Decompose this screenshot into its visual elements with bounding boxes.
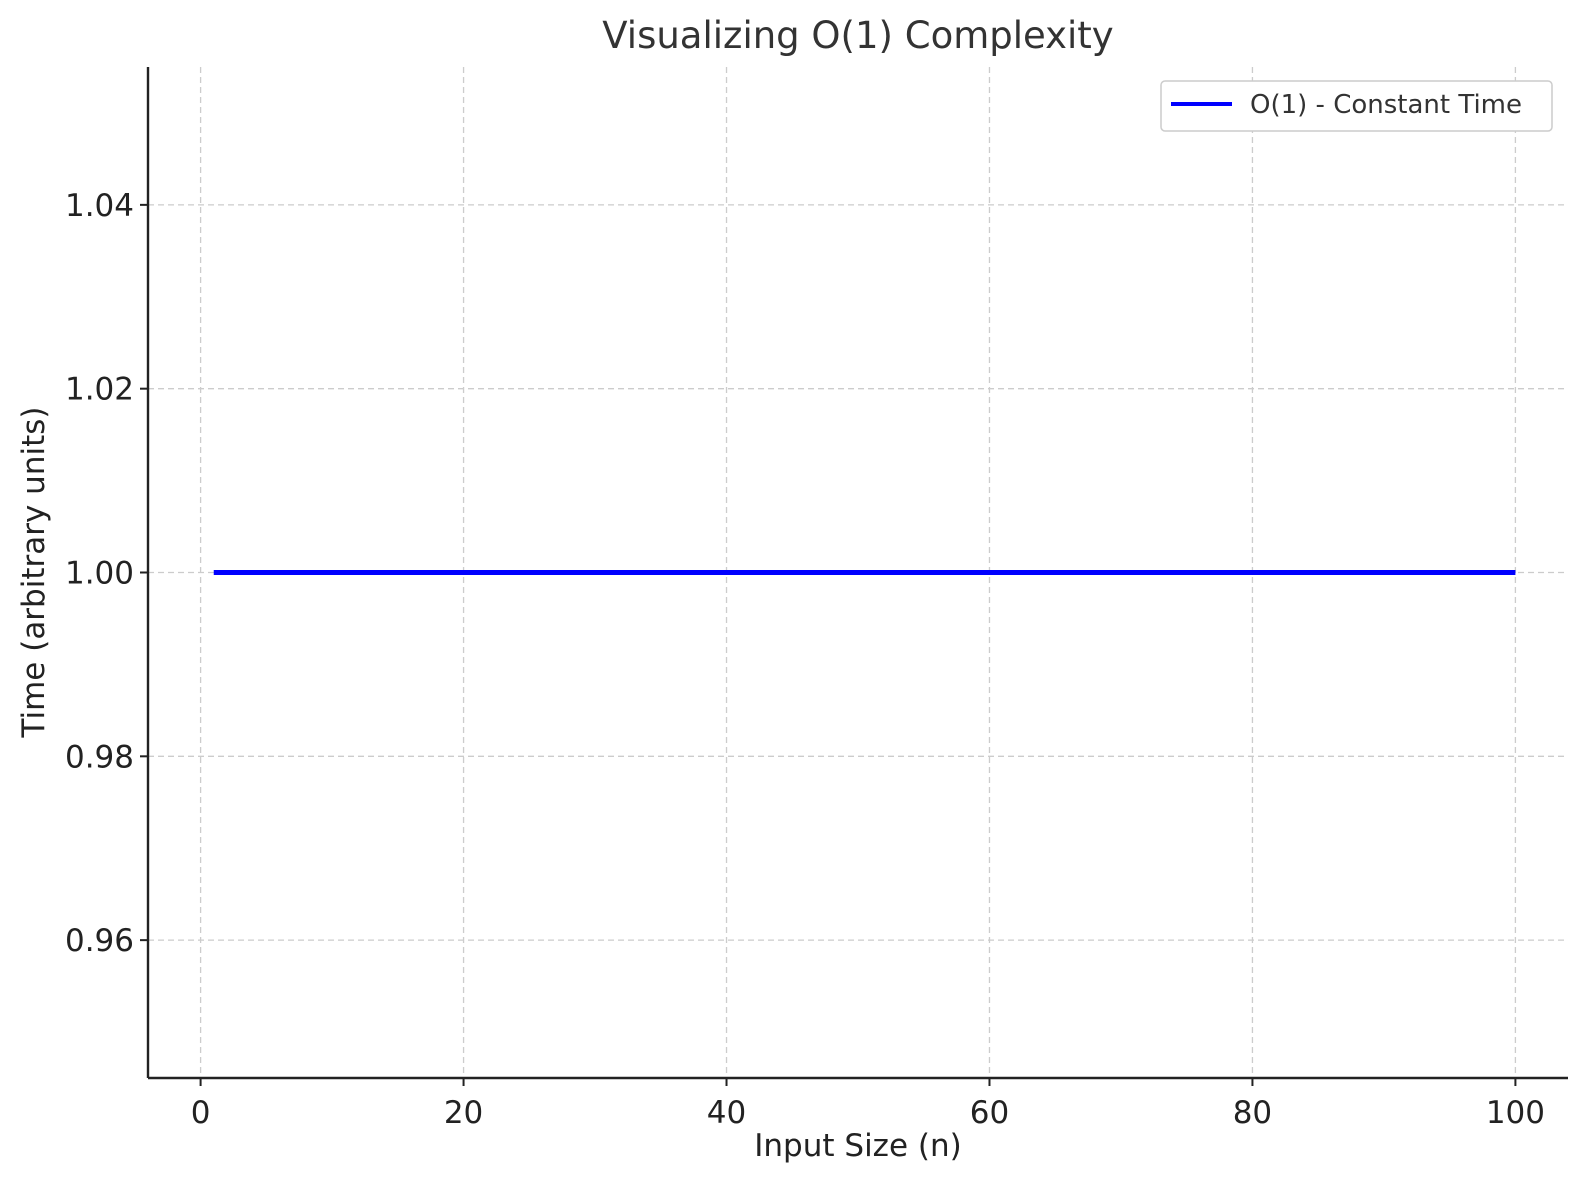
y-tick-label: 0.96 [65, 923, 134, 959]
legend: O(1) - Constant Time [1160, 80, 1553, 132]
x-axis-label: Input Size (n) [754, 1128, 961, 1164]
y-tick-label: 0.98 [65, 739, 134, 775]
y-tick-label: 1.00 [65, 556, 134, 592]
x-tick-label: 40 [707, 1095, 746, 1131]
y-tick-label: 1.04 [65, 188, 134, 224]
x-ticks: 0 20 40 60 80 100 [191, 1078, 1545, 1131]
chart-title: Visualizing O(1) Complexity [602, 14, 1113, 57]
x-tick-label: 60 [970, 1095, 1009, 1131]
legend-label: O(1) - Constant Time [1250, 90, 1522, 120]
x-tick-label: 0 [191, 1095, 211, 1131]
x-tick-label: 80 [1233, 1095, 1272, 1131]
y-tick-label: 1.02 [65, 372, 134, 408]
x-tick-label: 20 [444, 1095, 483, 1131]
legend-box [1160, 80, 1553, 132]
y-ticks: 0.96 0.98 1.00 1.02 1.04 [65, 188, 148, 959]
x-tick-label: 100 [1486, 1095, 1545, 1131]
y-axis-label: Time (arbitrary units) [16, 407, 52, 739]
